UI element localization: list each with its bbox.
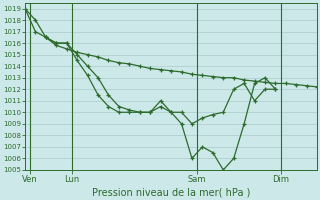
X-axis label: Pression niveau de la mer( hPa ): Pression niveau de la mer( hPa ) xyxy=(92,187,250,197)
